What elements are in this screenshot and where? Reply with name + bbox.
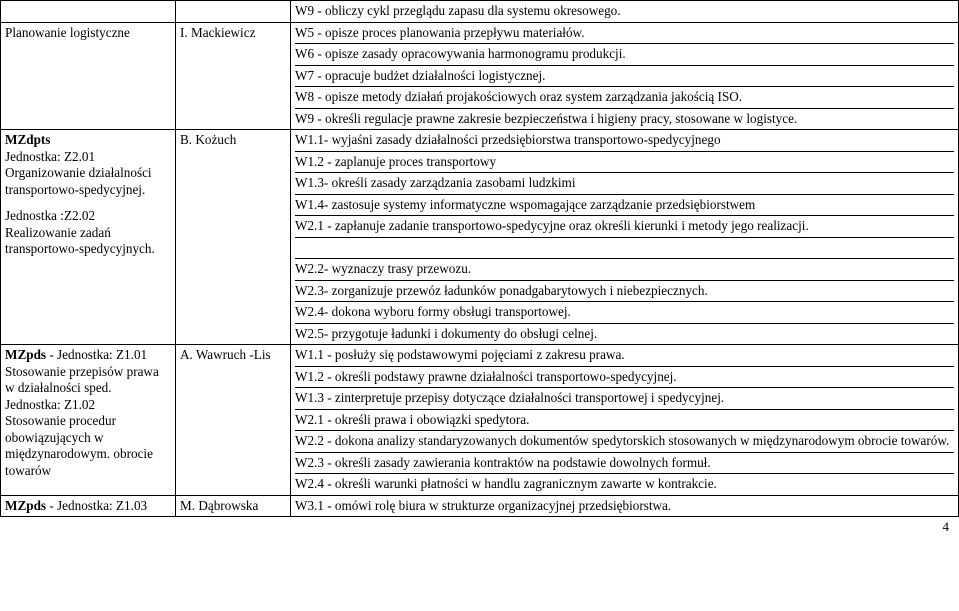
outcome-cell: W5 - opisze proces planowania przepływu … xyxy=(291,22,959,130)
outcome-cell-line: W2.3- zorganizuje przewóz ładunków ponad… xyxy=(295,281,954,303)
subject-cell xyxy=(1,1,176,23)
outcome-cell-line: W2.1 - określi prawa i obowiązki spedyto… xyxy=(295,410,954,432)
outcome-cell-line: W2.3 - określi zasady zawierania kontrak… xyxy=(295,453,954,475)
outcome-cell-line: W2.2- wyznaczy trasy przewozu. xyxy=(295,259,954,281)
outcome-cell: W1.1 - posłuży się podstawowymi pojęciam… xyxy=(291,345,959,496)
outcome-cell-line: W2.1 - zapłanuje zadanie transportowo-sp… xyxy=(295,216,954,238)
outcome-cell-line: W1.2 - określi podstawy prawne działalno… xyxy=(295,367,954,389)
table-row: MZdptsJednostka: Z2.01Organizowanie dzia… xyxy=(1,130,959,345)
outcome-cell-line: W8 - opisze metody działań projakościowy… xyxy=(295,87,954,109)
outcome-cell: W9 - obliczy cykl przeglądu zapasu dla s… xyxy=(291,1,959,23)
person-cell: B. Kożuch xyxy=(176,130,291,345)
outcome-cell-line: W1.2 - zaplanuje proces transportowy xyxy=(295,152,954,174)
person-cell xyxy=(176,1,291,23)
outcome-cell-line: W1.3- określi zasady zarządzania zasobam… xyxy=(295,173,954,195)
subject-cell: Planowanie logistyczne xyxy=(1,22,176,130)
subject-cell: MZpds - Jednostka: Z1.01Stosowanie przep… xyxy=(1,345,176,496)
outcome-cell-line: W1.1- wyjaśni zasady działalności przeds… xyxy=(295,130,954,152)
table-row: MZpds - Jednostka: Z1.01Stosowanie przep… xyxy=(1,345,959,496)
curriculum-table: W9 - obliczy cykl przeglądu zapasu dla s… xyxy=(0,0,959,517)
table-row: W9 - obliczy cykl przeglądu zapasu dla s… xyxy=(1,1,959,23)
outcome-cell-line: W6 - opisze zasady opracowywania harmono… xyxy=(295,44,954,66)
subject-cell: MZpds - Jednostka: Z1.03 xyxy=(1,495,176,517)
subject-cell: MZdptsJednostka: Z2.01Organizowanie dzia… xyxy=(1,130,176,345)
table-row: Planowanie logistyczneI. MackiewiczW5 - … xyxy=(1,22,959,130)
page-number: 4 xyxy=(0,517,959,535)
outcome-cell-line: W2.5- przygotuje ładunki i dokumenty do … xyxy=(295,324,954,345)
outcome-cell: W3.1 - omówi rolę biura w strukturze org… xyxy=(291,495,959,517)
outcome-cell-line: W1.3 - zinterpretuje przepisy dotyczące … xyxy=(295,388,954,410)
outcome-cell-line: W2.4 - określi warunki płatności w handl… xyxy=(295,474,954,495)
outcome-cell-line: W1.1 - posłuży się podstawowymi pojęciam… xyxy=(295,345,954,367)
person-cell: A. Wawruch -Lis xyxy=(176,345,291,496)
person-cell: I. Mackiewicz xyxy=(176,22,291,130)
outcome-cell: W1.1- wyjaśni zasady działalności przeds… xyxy=(291,130,959,345)
outcome-cell-line: W7 - opracuje budżet działalności logist… xyxy=(295,66,954,88)
outcome-cell-line: W9 - określi regulacje prawne zakresie b… xyxy=(295,109,954,130)
outcome-cell-line: W1.4- zastosuje systemy informatyczne ws… xyxy=(295,195,954,217)
outcome-cell-line xyxy=(295,238,954,260)
person-cell: M. Dąbrowska xyxy=(176,495,291,517)
outcome-cell-line: W2.4- dokona wyboru formy obsługi transp… xyxy=(295,302,954,324)
outcome-cell-line: W5 - opisze proces planowania przepływu … xyxy=(295,23,954,45)
outcome-cell-line: W2.2 - dokona analizy standaryzowanych d… xyxy=(295,431,954,453)
table-row: MZpds - Jednostka: Z1.03M. DąbrowskaW3.1… xyxy=(1,495,959,517)
